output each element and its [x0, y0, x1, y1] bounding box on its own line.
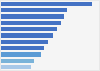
Bar [1, 33, 53, 38]
Bar [1, 2, 92, 6]
Bar [1, 21, 61, 25]
Bar [1, 14, 64, 19]
Bar [1, 40, 48, 44]
Bar [1, 52, 41, 57]
Bar [1, 8, 67, 12]
Bar [1, 65, 31, 69]
Bar [1, 27, 57, 31]
Bar [1, 59, 34, 63]
Bar [1, 46, 44, 50]
